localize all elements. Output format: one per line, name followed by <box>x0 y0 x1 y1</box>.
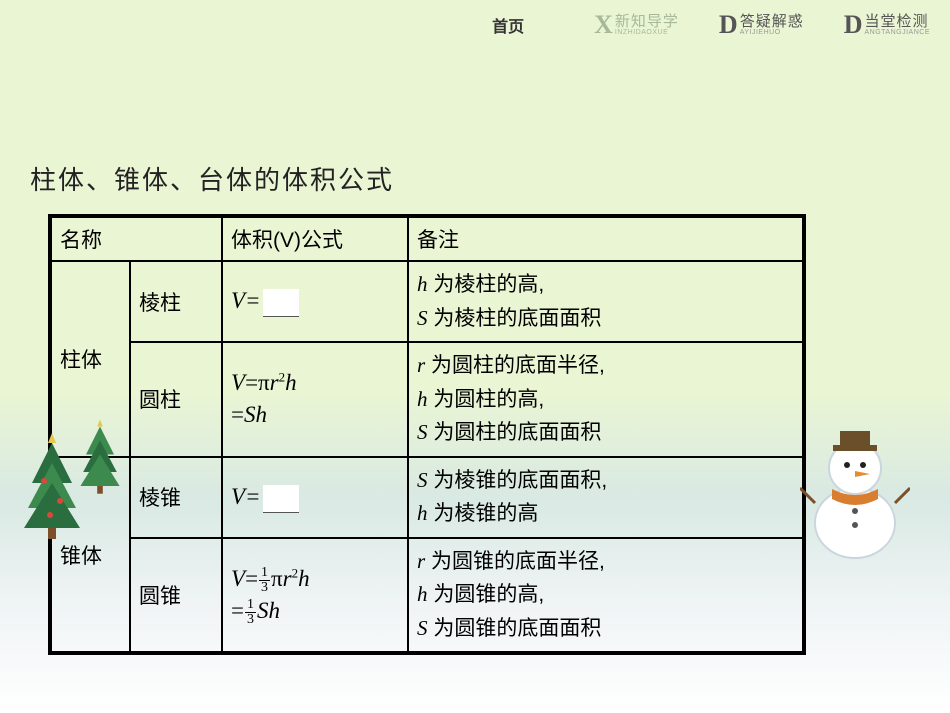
table-row: 圆柱 V=πr2h =Sh r 为圆柱的底面半径, h 为圆柱的高, S 为圆柱… <box>50 342 804 457</box>
formula-cell: V= <box>222 261 408 342</box>
subtype-cell: 圆柱 <box>130 342 222 457</box>
nav-item-xinzhi[interactable]: X 新知导学 INZHIDAOXUE <box>594 10 679 40</box>
page-title: 柱体、锥体、台体的体积公式 <box>30 160 394 197</box>
nav-item-dangtang[interactable]: D 当堂检测 ANGTANGJIANCE <box>844 10 930 40</box>
top-nav: 首页 X 新知导学 INZHIDAOXUE D 答疑解惑 AYIJIEHUO D… <box>492 10 930 40</box>
table-row: 锥体 棱锥 V= S 为棱锥的底面面积, h 为棱锥的高 <box>50 457 804 538</box>
header-name: 名称 <box>50 216 222 261</box>
table-row: 柱体 棱柱 V= h 为棱柱的高, S 为棱柱的底面面积 <box>50 261 804 342</box>
formula-cell: V=13πr2h =13Sh <box>222 538 408 654</box>
header-note: 备注 <box>408 216 804 261</box>
nav-letter: X <box>594 10 613 40</box>
table-row: 圆锥 V=13πr2h =13Sh r 为圆锥的底面半径, h 为圆锥的高, S… <box>50 538 804 654</box>
nav-letter: D <box>719 10 738 40</box>
tree-icon <box>22 433 82 543</box>
formula-cell: V=πr2h =Sh <box>222 342 408 457</box>
note-cell: h 为棱柱的高, S 为棱柱的底面面积 <box>408 261 804 342</box>
nav-home[interactable]: 首页 <box>492 13 524 37</box>
volume-table: 名称 体积(V)公式 备注 柱体 棱柱 V= h 为棱柱的高, S 为棱柱的底面… <box>48 214 806 655</box>
snowman-icon <box>800 393 910 563</box>
table-header-row: 名称 体积(V)公式 备注 <box>50 216 804 261</box>
note-cell: r 为圆柱的底面半径, h 为圆柱的高, S 为圆柱的底面面积 <box>408 342 804 457</box>
tree-icon <box>79 420 121 497</box>
subtype-cell: 圆锥 <box>130 538 222 654</box>
blank-box <box>263 289 299 317</box>
header-formula: 体积(V)公式 <box>222 216 408 261</box>
note-cell: S 为棱锥的底面面积, h 为棱锥的高 <box>408 457 804 538</box>
note-cell: r 为圆锥的底面半径, h 为圆锥的高, S 为圆锥的底面面积 <box>408 538 804 654</box>
nav-letter: D <box>844 10 863 40</box>
subtype-cell: 棱柱 <box>130 261 222 342</box>
formula-cell: V= <box>222 457 408 538</box>
subtype-cell: 棱锥 <box>130 457 222 538</box>
nav-item-dayi[interactable]: D 答疑解惑 AYIJIEHUO <box>719 10 804 40</box>
blank-box <box>263 485 299 513</box>
